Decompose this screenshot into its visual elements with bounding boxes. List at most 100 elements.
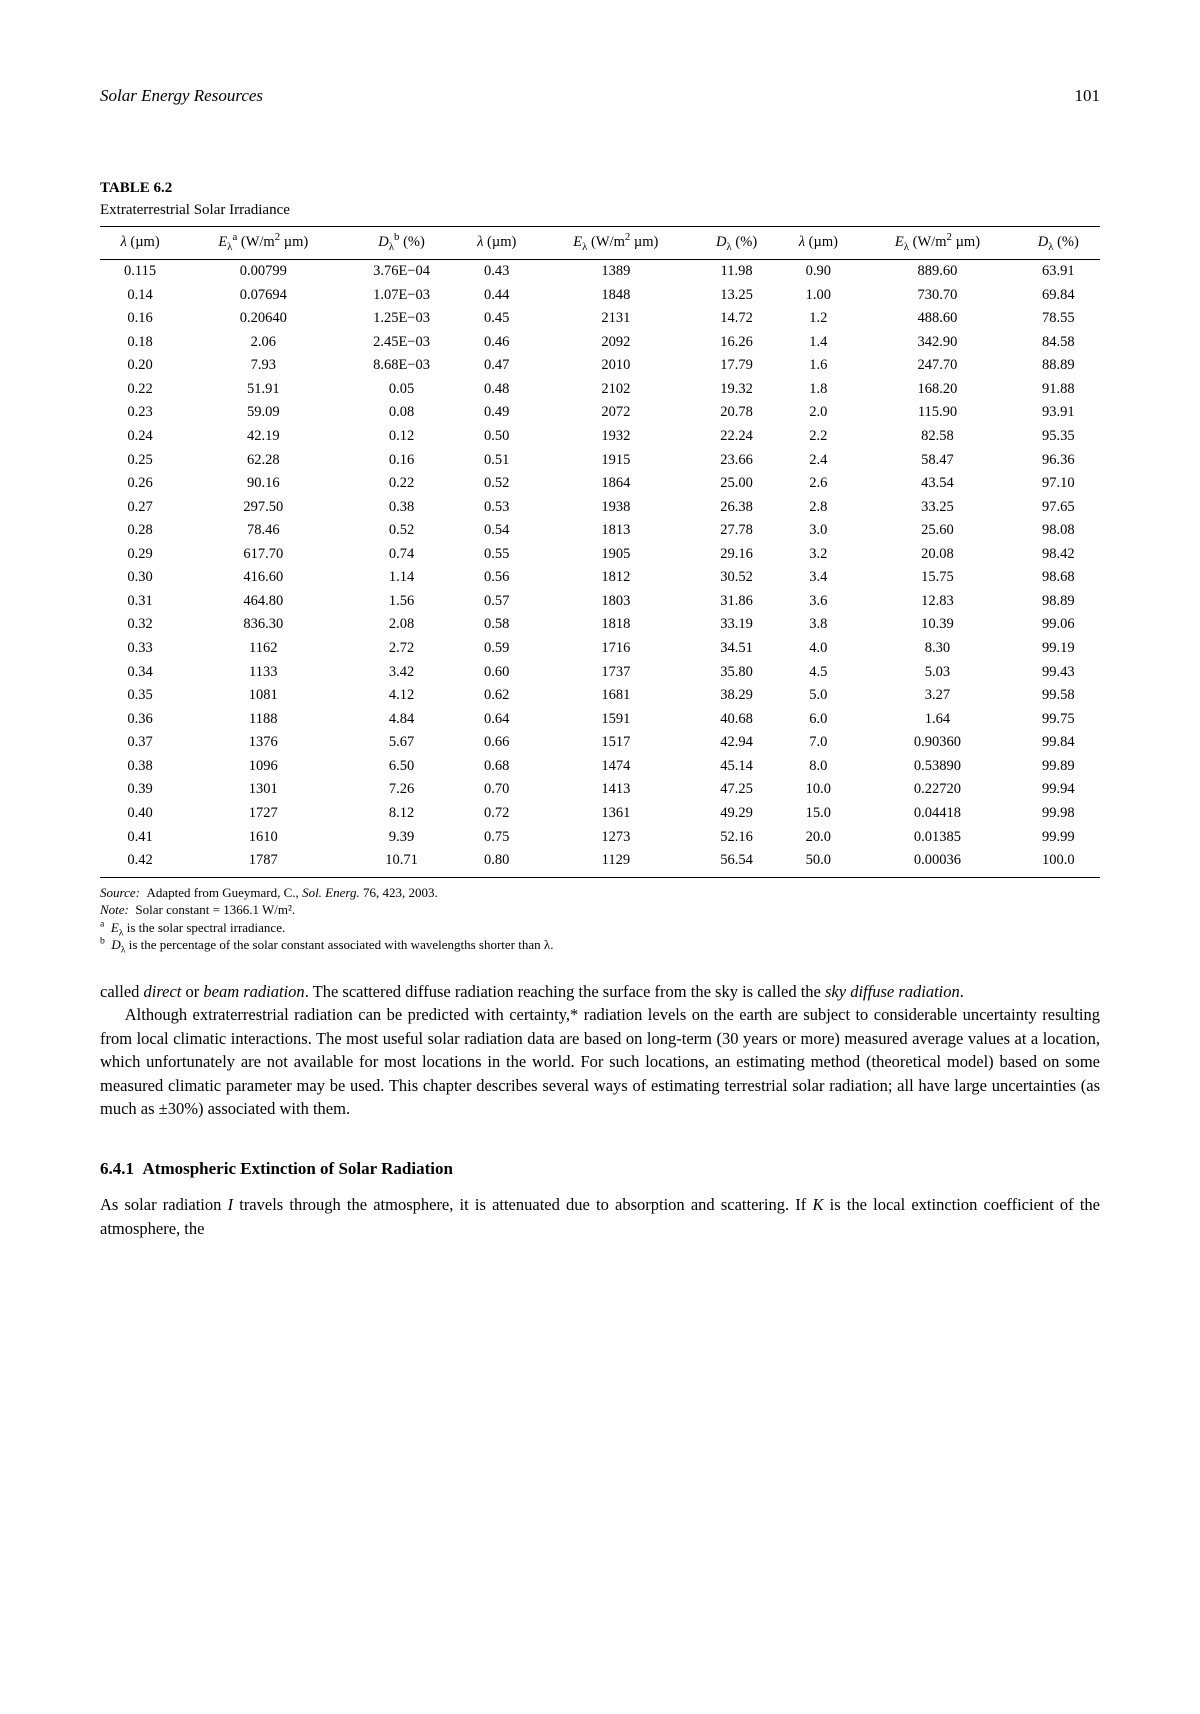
table-cell: 2072 [537, 401, 695, 425]
table-cell: 19.32 [695, 378, 778, 402]
table-cell: 99.06 [1017, 613, 1100, 637]
table-row: 0.1150.007993.76E−040.43138911.980.90889… [100, 260, 1100, 284]
table-cell: 5.0 [778, 684, 858, 708]
table-cell: 3.42 [346, 661, 456, 685]
table-row: 0.27297.500.380.53193826.382.833.2597.65 [100, 496, 1100, 520]
table-cell: 1813 [537, 519, 695, 543]
table-cell: 99.98 [1017, 802, 1100, 826]
table-cell: 0.90 [778, 260, 858, 284]
table-cell: 99.43 [1017, 661, 1100, 685]
irradiance-table: λ (µm) Eλa (W/m2 µm) Dλb (%) λ (µm) Eλ (… [100, 226, 1100, 877]
table-cell: 0.39 [100, 778, 180, 802]
table-cell: 0.43 [457, 260, 537, 284]
table-cell: 0.22720 [858, 778, 1016, 802]
paragraph-2: Although extraterrestrial radiation can … [100, 1003, 1100, 1120]
table-cell: 1.07E−03 [346, 284, 456, 308]
table-cell: 4.5 [778, 661, 858, 685]
table-cell: 31.86 [695, 590, 778, 614]
table-row: 0.207.938.68E−030.47201017.791.6247.7088… [100, 354, 1100, 378]
table-cell: 99.19 [1017, 637, 1100, 661]
table-cell: 7.26 [346, 778, 456, 802]
table-cell: 1361 [537, 802, 695, 826]
table-cell: 42.19 [180, 425, 346, 449]
table-row: 0.4116109.390.75127352.1620.00.0138599.9… [100, 826, 1100, 850]
table-cell: 115.90 [858, 401, 1016, 425]
table-cell: 0.44 [457, 284, 537, 308]
table-cell: 168.20 [858, 378, 1016, 402]
table-cell: 0.53 [457, 496, 537, 520]
table-cell: 91.88 [1017, 378, 1100, 402]
table-cell: 27.78 [695, 519, 778, 543]
table-row: 0.3510814.120.62168138.295.03.2799.58 [100, 684, 1100, 708]
table-cell: 0.01385 [858, 826, 1016, 850]
table-row: 0.4017278.120.72136149.2915.00.0441899.9… [100, 802, 1100, 826]
table-cell: 342.90 [858, 331, 1016, 355]
table-cell: 97.10 [1017, 472, 1100, 496]
table-cell: 0.00799 [180, 260, 346, 284]
table-cell: 1737 [537, 661, 695, 685]
table-label: TABLE 6.2 [100, 178, 1100, 198]
table-cell: 98.42 [1017, 543, 1100, 567]
table-cell: 0.20640 [180, 307, 346, 331]
table-cell: 1787 [180, 849, 346, 877]
table-cell: 0.64 [457, 708, 537, 732]
col-e-2: Eλ (W/m2 µm) [537, 227, 695, 260]
table-cell: 95.35 [1017, 425, 1100, 449]
table-cell: 98.08 [1017, 519, 1100, 543]
table-cell: 0.35 [100, 684, 180, 708]
table-cell: 0.04418 [858, 802, 1016, 826]
table-cell: 2092 [537, 331, 695, 355]
table-cell: 22.24 [695, 425, 778, 449]
table-row: 0.29617.700.740.55190529.163.220.0898.42 [100, 543, 1100, 567]
table-cell: 0.34 [100, 661, 180, 685]
table-cell: 0.66 [457, 731, 537, 755]
table-cell: 1818 [537, 613, 695, 637]
table-cell: 62.28 [180, 449, 346, 473]
table-cell: 1301 [180, 778, 346, 802]
table-cell: 1188 [180, 708, 346, 732]
col-lambda-2: λ (µm) [457, 227, 537, 260]
table-cell: 0.00036 [858, 849, 1016, 877]
table-cell: 10.71 [346, 849, 456, 877]
table-footnote-a: a Eλ is the solar spectral irradiance. [100, 919, 1100, 937]
table-cell: 7.0 [778, 731, 858, 755]
table-footnote-b: b Dλ is the percentage of the solar cons… [100, 936, 1100, 954]
table-cell: 0.26 [100, 472, 180, 496]
table-cell: 58.47 [858, 449, 1016, 473]
table-cell: 730.70 [858, 284, 1016, 308]
table-cell: 0.25 [100, 449, 180, 473]
table-cell: 42.94 [695, 731, 778, 755]
table-cell: 4.84 [346, 708, 456, 732]
table-row: 0.2251.910.050.48210219.321.8168.2091.88 [100, 378, 1100, 402]
table-cell: 1727 [180, 802, 346, 826]
table-cell: 1812 [537, 566, 695, 590]
table-cell: 6.0 [778, 708, 858, 732]
table-cell: 84.58 [1017, 331, 1100, 355]
table-cell: 0.27 [100, 496, 180, 520]
table-cell: 0.38 [100, 755, 180, 779]
table-cell: 49.29 [695, 802, 778, 826]
table-cell: 0.08 [346, 401, 456, 425]
table-cell: 1.4 [778, 331, 858, 355]
table-cell: 889.60 [858, 260, 1016, 284]
table-cell: 2.06 [180, 331, 346, 355]
table-cell: 9.39 [346, 826, 456, 850]
table-cell: 2.45E−03 [346, 331, 456, 355]
table-cell: 0.46 [457, 331, 537, 355]
table-caption: Extraterrestrial Solar Irradiance [100, 200, 1100, 220]
table-cell: 45.14 [695, 755, 778, 779]
table-cell: 1.64 [858, 708, 1016, 732]
table-row: 0.3611884.840.64159140.686.01.6499.75 [100, 708, 1100, 732]
table-cell: 47.25 [695, 778, 778, 802]
table-cell: 2102 [537, 378, 695, 402]
table-cell: 1517 [537, 731, 695, 755]
table-cell: 0.22 [100, 378, 180, 402]
table-cell: 0.22 [346, 472, 456, 496]
body-text: called direct or beam radiation. The sca… [100, 980, 1100, 1121]
table-cell: 0.20 [100, 354, 180, 378]
table-cell: 35.80 [695, 661, 778, 685]
section-heading: 6.4.1 Atmospheric Extinction of Solar Ra… [100, 1158, 1100, 1181]
table-cell: 30.52 [695, 566, 778, 590]
table-cell: 99.89 [1017, 755, 1100, 779]
table-cell: 13.25 [695, 284, 778, 308]
